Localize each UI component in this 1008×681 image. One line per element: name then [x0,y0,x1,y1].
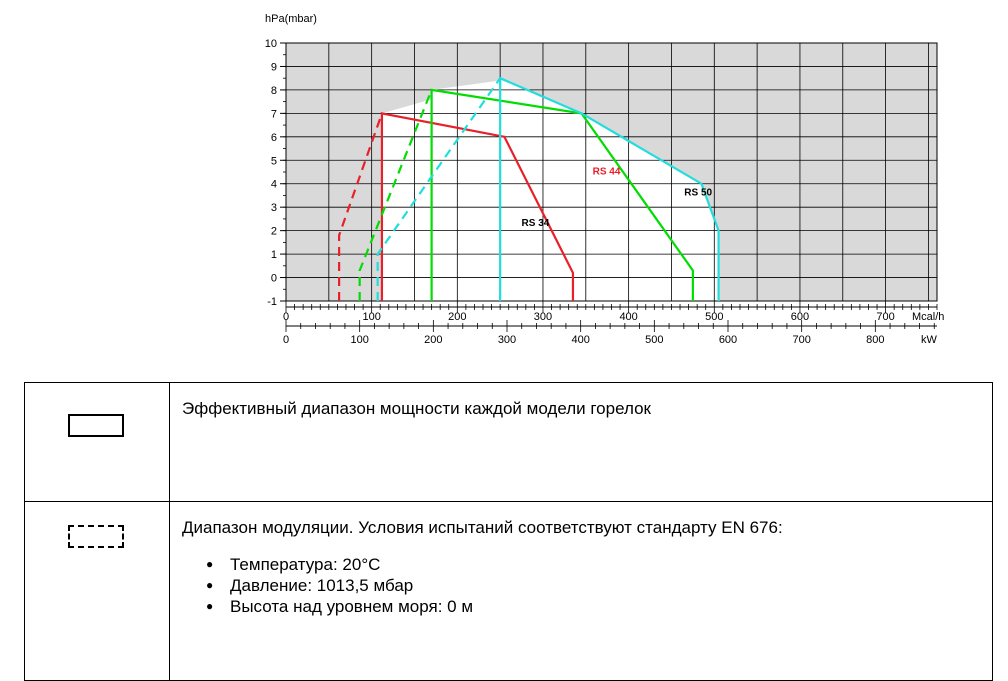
y-tick-label: -1 [267,296,277,308]
y-tick-label: 5 [271,155,277,167]
x-tick-label-kw: 800 [866,334,884,346]
legend-solid-text: Эффективный диапазон мощности каждой мод… [182,399,651,418]
y-tick-label: 3 [271,202,277,214]
x-tick-label-kw: 300 [498,334,516,346]
legend-row-effective: Эффективный диапазон мощности каждой мод… [24,382,993,502]
grid [286,43,937,301]
x-tick-label-kw: 700 [792,334,810,346]
y-tick-label: 10 [265,38,277,50]
series-rs-44-modulation-line [358,89,433,301]
y-tick-label: 6 [271,132,277,144]
x-tick-label-kw: 100 [350,334,368,346]
y-tick-label: 9 [271,61,277,73]
y-tick-label: 1 [271,249,277,261]
legend-symbol-cell [24,501,170,681]
x-tick-label-mcal: 400 [619,311,637,323]
solid-rectangle-icon [68,414,124,437]
x-tick-label-mcal: 100 [362,311,380,323]
y-tick-label: 8 [271,85,277,97]
legend-description-cell: Эффективный диапазон мощности каждой мод… [169,382,993,502]
legend-dashed-text: Диапазон модуляции. Условия испытаний со… [182,518,783,537]
series-rs-34-effective-line [380,112,575,301]
series-label: RS 50 [684,187,712,198]
list-item: Давление: 1013,5 мбар [206,575,980,596]
series-label: RS 34 [522,218,550,229]
y-tick-label: 0 [271,273,277,285]
series-rs-50-effective-line [499,76,720,301]
x-tick-label-kw: 0 [283,334,289,346]
series-rs-50-modulation-line [376,77,502,301]
x-tick-label-mcal: 0 [283,311,289,323]
x-tick-label-kw: 200 [424,334,442,346]
y-tick-label: 2 [271,226,277,238]
legend-symbol-cell [24,382,170,502]
series-layer [338,76,720,301]
operating-region [381,78,719,301]
y-tick-label: 7 [271,108,277,120]
x-tick-label-mcal: 200 [448,311,466,323]
test-conditions-list: Температура: 20°C Давление: 1013,5 мбар … [204,554,980,617]
dashed-rectangle-icon [68,525,124,548]
burner-capacity-chart: -1 0 1 2 3 4 5 6 7 8 9 10 0 100 200 300 400 500 600 700 0 100… [265,13,945,346]
series-label: RS 44 [593,166,621,177]
x-tick-label-mcal: 700 [876,311,894,323]
legend-description-cell: Диапазон модуляции. Условия испытаний со… [169,501,993,681]
series-rs-34-modulation-line [338,112,383,301]
x-tick-label-mcal: 500 [705,311,723,323]
x-tick-label-mcal: 600 [791,311,809,323]
y-axis-label: hPa(mbar) [265,13,317,25]
y-tick-label: 4 [271,179,277,191]
x-unit-top-label: Mcal/h [912,311,944,323]
list-item: Высота над уровнем моря: 0 м [206,596,980,617]
x-tick-label-kw: 400 [571,334,589,346]
legend-row-modulation: Диапазон модуляции. Условия испытаний со… [24,501,993,681]
x-unit-bottom-label: kW [921,334,938,346]
x-tick-label-mcal: 300 [534,311,552,323]
x-tick-label-kw: 600 [719,334,737,346]
list-item: Температура: 20°C [206,554,980,575]
annotation-layer: RS 34 RS 44 RS 50 [522,166,713,229]
x-tick-label-kw: 500 [645,334,663,346]
legend-table: Эффективный диапазон мощности каждой мод… [24,382,993,681]
